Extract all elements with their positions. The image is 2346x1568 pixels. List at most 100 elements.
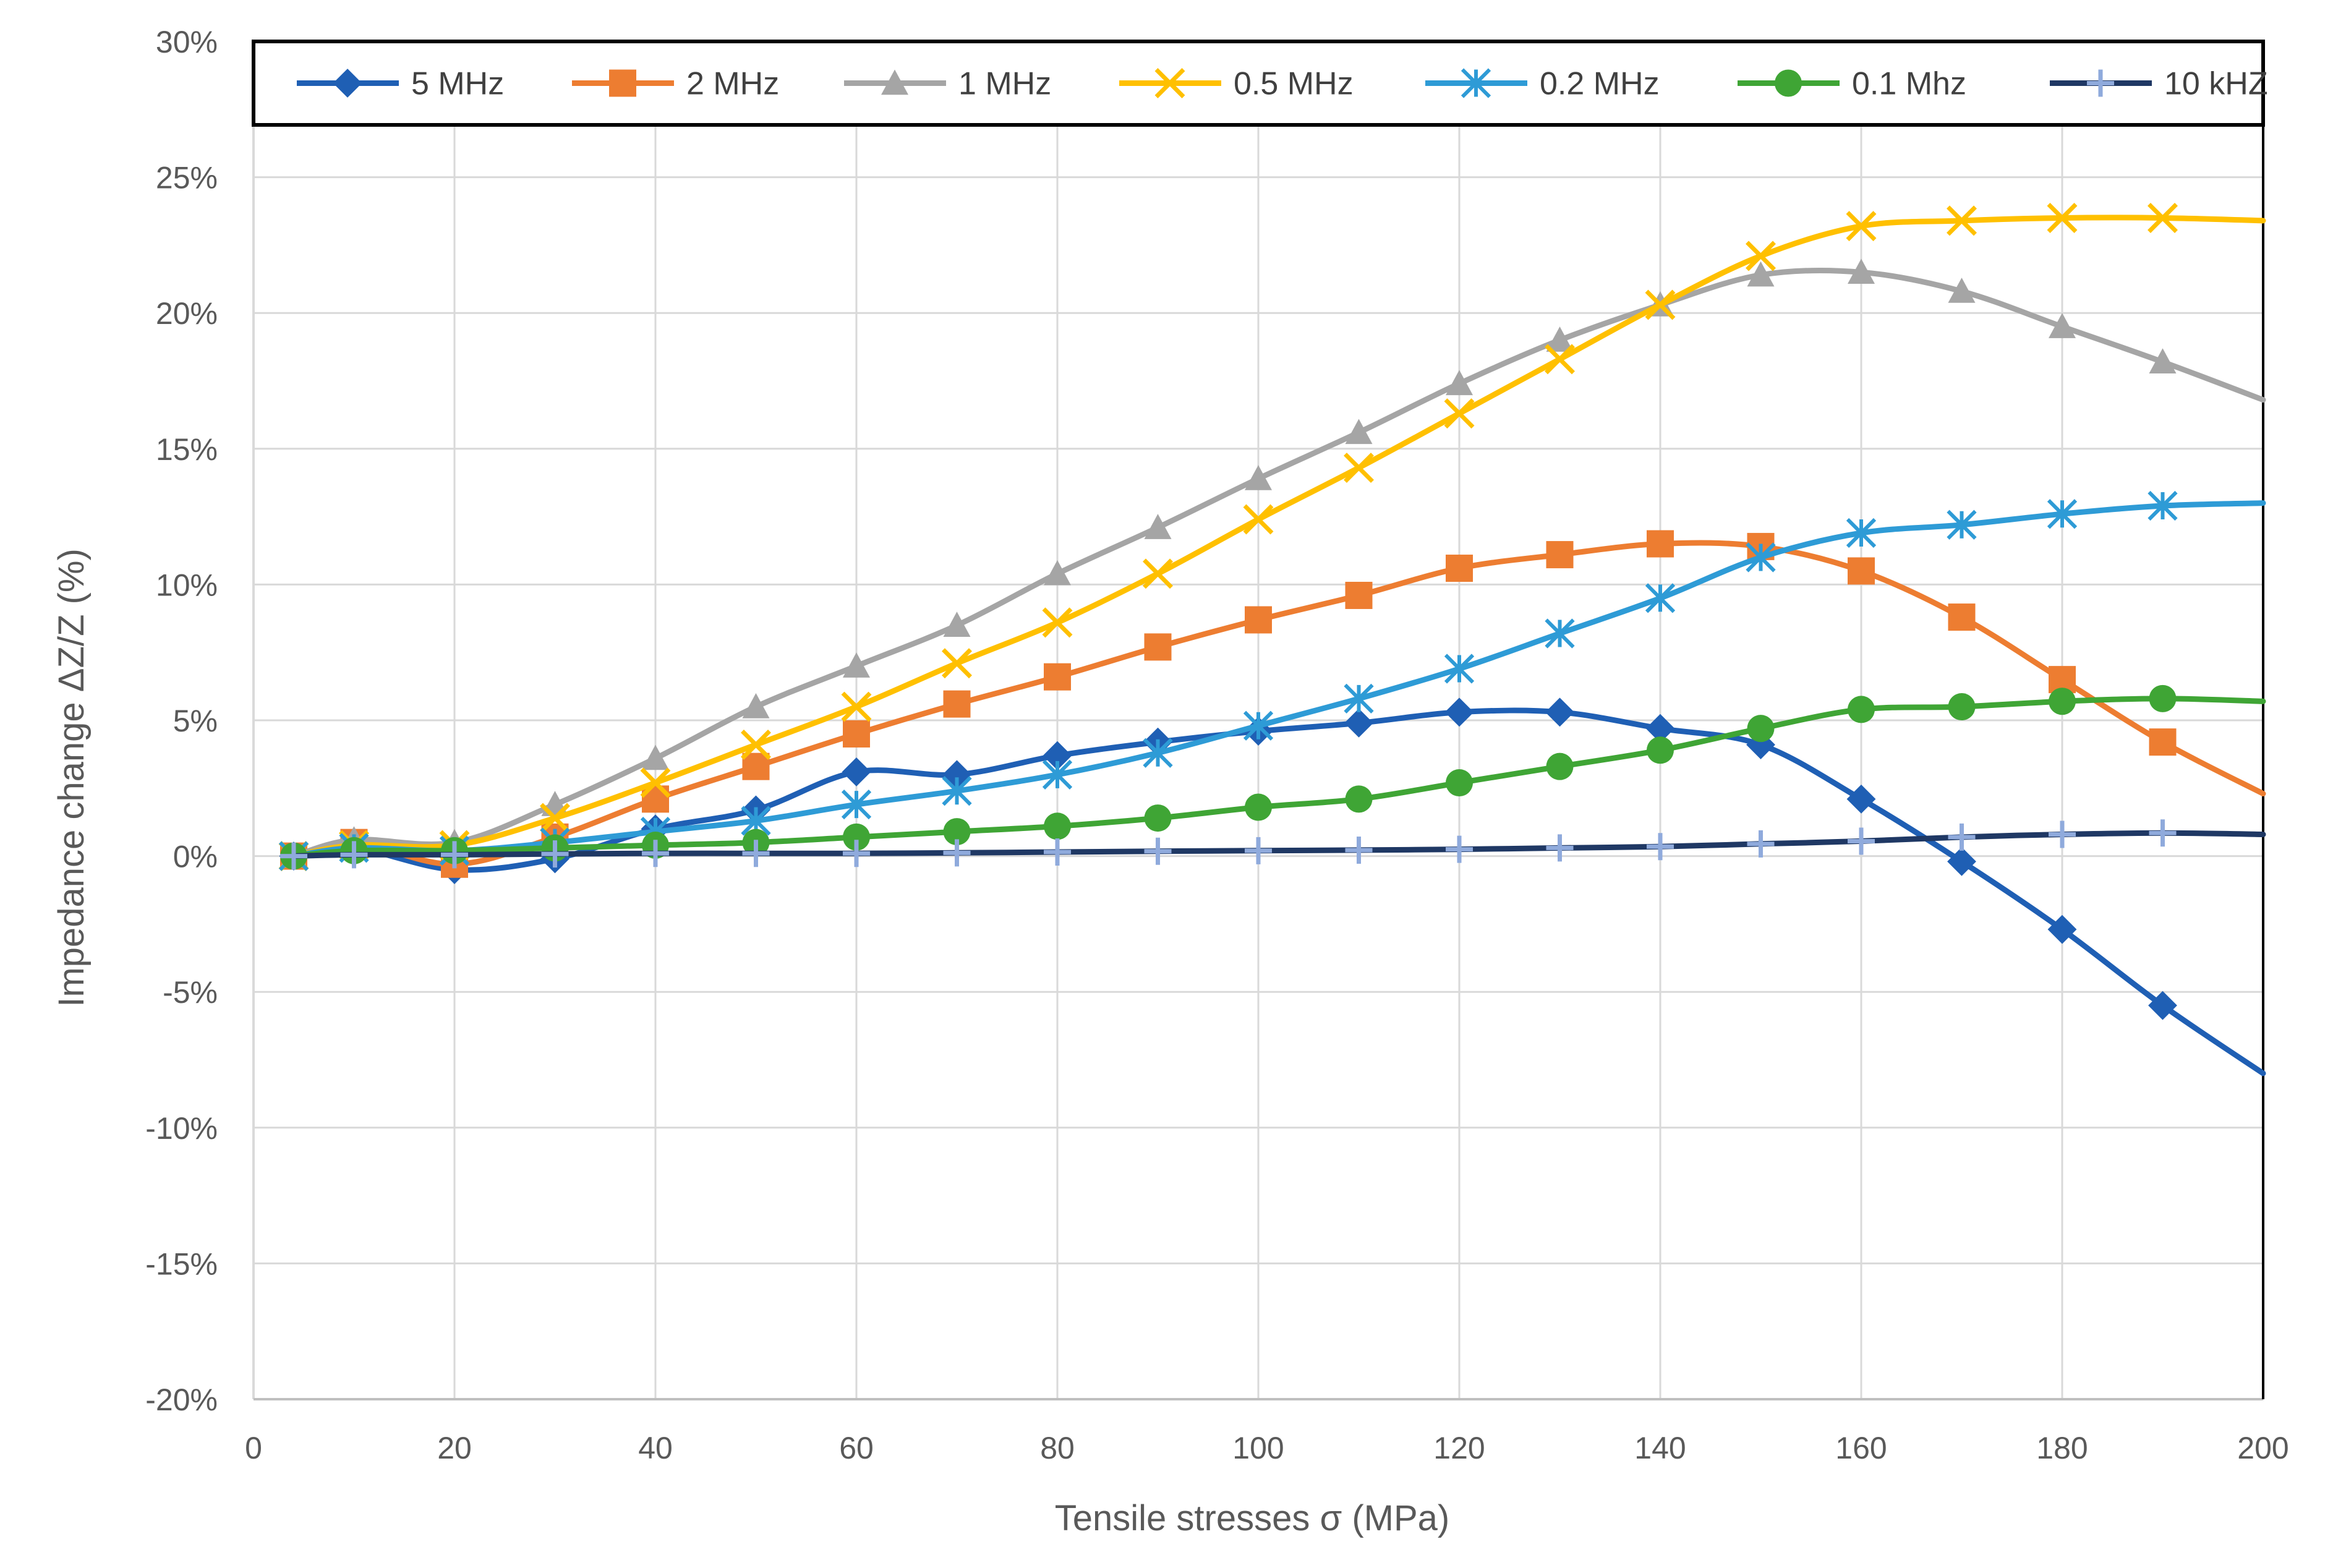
data-point-2-13-shape: [1546, 326, 1574, 352]
data-point-4-15: [1746, 542, 1776, 573]
x-tick-label: 140: [1634, 1431, 1686, 1465]
data-point-3-8: [1042, 607, 1073, 638]
legend-label-5: 0.1 Mhz: [1852, 66, 1966, 102]
data-point-2-8-shape: [1044, 560, 1071, 586]
legend-label-3: 0.5 MHz: [1234, 66, 1354, 102]
data-point-4-8: [1042, 759, 1073, 790]
data-point-6-3-shape: [541, 840, 569, 868]
data-point-2-19: [2149, 348, 2177, 373]
data-point-6-9-shape: [1144, 837, 1172, 865]
x-tick-label: 40: [638, 1431, 673, 1465]
data-point-4-8-shape: [1042, 759, 1073, 790]
data-point-2-5: [742, 693, 770, 718]
data-point-6-4: [642, 840, 669, 867]
x-tick-label: 60: [839, 1431, 874, 1465]
y-tick-label: -5%: [163, 975, 218, 1010]
data-point-3-11: [1344, 453, 1374, 484]
data-point-0-6-shape: [842, 757, 871, 786]
data-point-1-17-shape: [1948, 603, 1976, 631]
data-point-3-15-shape: [1746, 241, 1776, 271]
data-point-5-7-shape: [943, 818, 971, 846]
data-point-3-15: [1746, 241, 1776, 271]
data-point-5-13-shape: [1546, 752, 1574, 780]
data-point-6-17: [1948, 823, 1976, 851]
data-point-4-9: [1143, 738, 1173, 768]
data-point-6-16-shape: [1848, 827, 1875, 855]
data-point-2-19-shape: [2149, 348, 2177, 373]
data-point-0-16-shape: [1846, 784, 1876, 814]
legend-marker-5: [1775, 69, 1802, 97]
data-point-2-16: [1848, 258, 1875, 284]
y-tick-label: -15%: [145, 1246, 218, 1281]
legend-label-6: 10 kHZ: [2164, 66, 2268, 102]
data-point-2-7: [943, 611, 971, 637]
data-point-6-19: [2149, 819, 2177, 847]
legend-entry-6: 10 kHZ: [2050, 66, 2268, 102]
series-line-4: [291, 500, 2266, 859]
data-point-3-12-shape: [1444, 398, 1475, 429]
data-point-5-11: [1345, 785, 1373, 813]
data-point-6-6: [843, 840, 870, 867]
data-point-2-18-shape: [2049, 313, 2076, 338]
data-point-4-6: [841, 790, 872, 820]
data-point-2-6: [843, 652, 870, 678]
data-point-5-7: [943, 818, 971, 846]
y-axis-title: Impedance change ΔZ/Z (%): [51, 548, 92, 1007]
data-point-4-17: [1947, 509, 1977, 540]
data-point-1-19: [2149, 728, 2177, 756]
data-point-4-19: [2148, 490, 2178, 521]
data-point-1-11: [1345, 581, 1373, 609]
legend-marker-3: [1154, 68, 1185, 98]
data-point-2-7-shape: [943, 611, 971, 637]
data-point-2-11-shape: [1345, 419, 1373, 445]
data-point-0-18-shape: [2047, 914, 2077, 944]
data-point-3-5-shape: [741, 730, 771, 761]
data-point-1-14-shape: [1647, 530, 1674, 558]
data-point-6-7: [943, 839, 971, 867]
data-point-6-15-shape: [1747, 830, 1775, 858]
legend-entry-2: 1 MHz: [844, 66, 1051, 102]
data-point-0-6: [842, 757, 871, 786]
data-point-6-11: [1345, 836, 1373, 864]
data-point-5-9-shape: [1144, 804, 1172, 832]
data-point-0-12: [1444, 697, 1474, 727]
data-point-6-8: [1044, 838, 1071, 866]
data-point-5-12: [1446, 769, 1473, 797]
legend-label-2: 1 MHz: [958, 66, 1051, 102]
data-point-6-9: [1144, 837, 1172, 865]
data-point-3-4: [640, 767, 671, 798]
data-point-6-6-shape: [843, 840, 870, 867]
data-point-3-16: [1846, 211, 1877, 242]
data-point-1-6: [843, 720, 870, 748]
data-point-1-17: [1948, 603, 1976, 631]
data-point-6-13: [1546, 834, 1574, 862]
data-point-4-12-shape: [1444, 654, 1475, 684]
data-point-2-11: [1345, 419, 1373, 445]
data-point-6-4-shape: [642, 840, 669, 867]
legend-marker-2: [881, 69, 908, 95]
data-point-1-13: [1546, 541, 1574, 569]
data-point-6-18-shape: [2049, 820, 2076, 848]
y-tick-label: 15%: [156, 432, 218, 467]
data-point-0-19: [2148, 991, 2177, 1020]
data-point-6-5-shape: [742, 840, 770, 867]
data-point-6-14-shape: [1647, 833, 1674, 861]
legend-marker-0-shape: [333, 69, 362, 98]
legend-marker-4-shape: [1461, 68, 1491, 98]
data-point-3-5: [741, 730, 771, 761]
data-point-3-13-shape: [1545, 344, 1575, 375]
legend-entry-5: 0.1 Mhz: [1738, 66, 1966, 102]
legend-label-1: 2 MHz: [686, 66, 779, 102]
data-point-3-9-shape: [1143, 558, 1173, 589]
data-point-2-17-shape: [1948, 278, 1976, 303]
data-point-5-11-shape: [1345, 785, 1373, 813]
data-point-1-16-shape: [1848, 557, 1875, 585]
data-point-3-3: [540, 803, 570, 833]
data-point-6-2-shape: [441, 841, 468, 869]
legend-marker-6: [2087, 69, 2114, 97]
data-point-5-15: [1747, 715, 1775, 743]
data-point-6-14: [1647, 833, 1674, 861]
data-point-3-7-shape: [942, 648, 972, 679]
